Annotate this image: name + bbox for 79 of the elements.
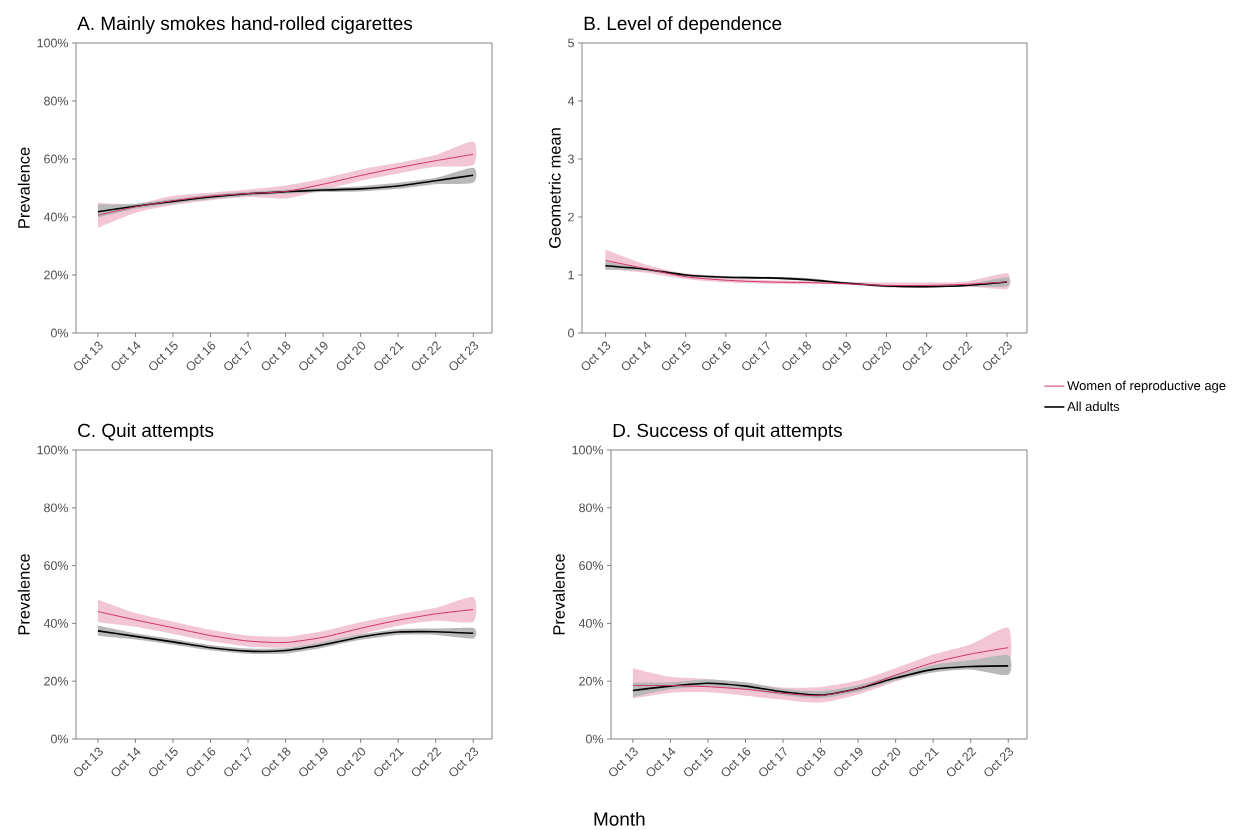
x-tick-label: Oct 19 bbox=[834, 747, 863, 777]
y-tick-label: 60% bbox=[44, 154, 69, 164]
y-axis-title: Geometric mean bbox=[548, 128, 561, 248]
x-tick-label: Oct 23 bbox=[449, 341, 479, 371]
y-tick-label: 100% bbox=[572, 445, 604, 455]
x-tick-label: Oct 13 bbox=[74, 747, 103, 777]
x-tick-label: Oct 21 bbox=[909, 748, 939, 777]
x-tick-label: Oct 16 bbox=[186, 747, 216, 777]
x-tick-label: Oct 16 bbox=[721, 747, 751, 777]
x-tick-label: Oct 19 bbox=[299, 341, 328, 371]
x-tick-label: Oct 13 bbox=[581, 341, 611, 371]
y-axis-title: Prevalence bbox=[552, 554, 565, 635]
x-tick-label: Oct 15 bbox=[661, 340, 691, 371]
y-tick-label: 3 bbox=[568, 154, 574, 164]
y-tick-label: 60% bbox=[579, 561, 604, 571]
x-tick-label: Oct 19 bbox=[299, 747, 328, 777]
y-tick-label: 100% bbox=[37, 445, 69, 455]
x-tick-label: Oct 22 bbox=[411, 341, 442, 371]
x-tick-label: Oct 14 bbox=[111, 341, 141, 371]
x-tick-label: Oct 17 bbox=[224, 746, 252, 777]
y-tick-label: 40% bbox=[43, 212, 69, 222]
x-tick-label: Oct 15 bbox=[149, 746, 178, 777]
y-tick-label: 80% bbox=[44, 503, 69, 513]
y-tick-label: 20% bbox=[579, 676, 604, 686]
y-tick-label: 0% bbox=[585, 734, 604, 744]
x-tick-label: Oct 20 bbox=[862, 341, 892, 371]
chart-title: A. Mainly smokes hand-rolled cigarettes bbox=[77, 16, 413, 34]
y-tick-label: 60% bbox=[44, 561, 69, 571]
y-tick-label: 40% bbox=[43, 619, 69, 628]
x-tick-label: Oct 22 bbox=[942, 341, 973, 371]
y-tick-label: 80% bbox=[44, 96, 69, 106]
x-tick-label: Oct 20 bbox=[871, 747, 901, 777]
y-tick-label: 4 bbox=[567, 96, 575, 106]
y-tick-label: 0 bbox=[568, 328, 574, 338]
y-tick-label: 20% bbox=[44, 270, 69, 280]
x-tick-label: Oct 20 bbox=[336, 747, 366, 777]
x-tick-label: Oct 23 bbox=[449, 747, 479, 777]
y-tick-label: 2 bbox=[568, 212, 574, 222]
x-tick-label: Oct 16 bbox=[702, 341, 731, 371]
x-tick-label: Oct 17 bbox=[224, 340, 252, 371]
x-axis-title: Month bbox=[594, 811, 645, 826]
x-tick-label: Oct 20 bbox=[336, 341, 366, 371]
y-axis-title: Prevalence bbox=[17, 147, 30, 228]
x-tick-label: Oct 18 bbox=[796, 747, 826, 777]
x-tick-label: Oct 14 bbox=[646, 747, 676, 777]
y-tick-label: 20% bbox=[44, 676, 69, 686]
x-tick-label: Oct 13 bbox=[74, 341, 103, 371]
x-tick-label: Oct 22 bbox=[946, 747, 977, 777]
x-tick-label: Oct 18 bbox=[261, 747, 291, 777]
y-tick-label: 0% bbox=[50, 734, 69, 744]
chart-title: C. Quit attempts bbox=[78, 423, 214, 441]
x-tick-label: Oct 18 bbox=[261, 341, 291, 371]
legend-label: All adults bbox=[1067, 401, 1120, 412]
chart-title: B. Level of dependence bbox=[584, 16, 782, 34]
chart-title: D. Success of quit attempts bbox=[613, 423, 842, 441]
x-tick-label: Oct 14 bbox=[111, 747, 141, 777]
x-tick-label: Oct 13 bbox=[609, 747, 638, 777]
x-tick-label: Oct 17 bbox=[742, 340, 770, 371]
y-tick-label: 80% bbox=[579, 503, 604, 513]
x-tick-label: Oct 15 bbox=[684, 746, 713, 777]
x-tick-label: Oct 23 bbox=[983, 341, 1012, 371]
x-tick-label: Oct 21 bbox=[374, 748, 404, 777]
y-tick-label: 1 bbox=[568, 270, 574, 280]
x-tick-label: Oct 18 bbox=[782, 341, 812, 371]
y-tick-label: 5 bbox=[568, 38, 574, 48]
y-tick-label: 100% bbox=[37, 38, 69, 48]
x-tick-label: Oct 19 bbox=[822, 341, 851, 371]
x-tick-label: Oct 21 bbox=[902, 342, 933, 371]
x-tick-label: Oct 22 bbox=[411, 747, 442, 777]
y-axis-title: Prevalence bbox=[17, 554, 30, 635]
x-tick-label: Oct 21 bbox=[374, 342, 404, 371]
x-tick-label: Oct 23 bbox=[984, 747, 1014, 777]
x-tick-label: Oct 15 bbox=[149, 340, 178, 371]
y-tick-label: 40% bbox=[578, 619, 604, 628]
legend-label: Women of reproductive age bbox=[1067, 380, 1226, 393]
x-tick-label: Oct 17 bbox=[759, 746, 787, 777]
y-tick-label: 0% bbox=[50, 328, 69, 338]
x-tick-label: Oct 16 bbox=[186, 341, 216, 371]
x-tick-label: Oct 14 bbox=[621, 341, 651, 371]
